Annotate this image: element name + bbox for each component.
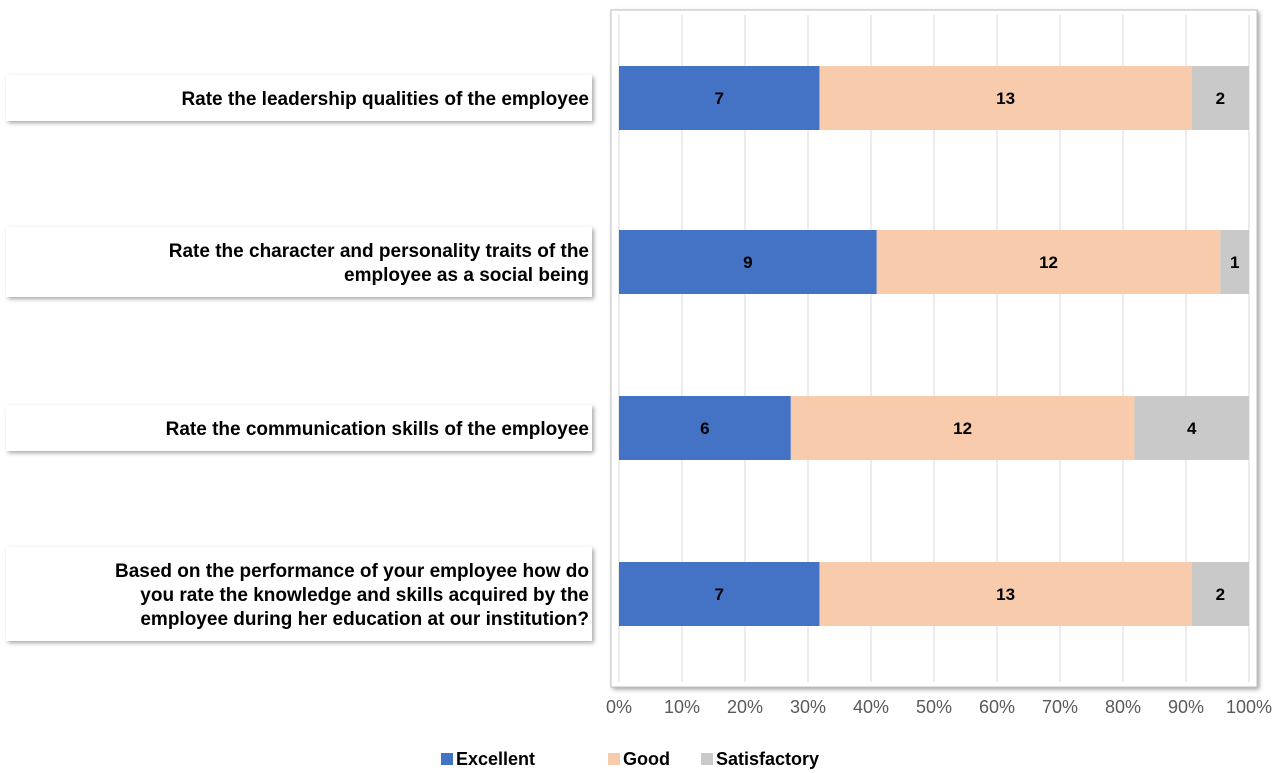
x-tick-label: 10% [664,697,700,717]
legend-swatch-satisfactory [701,753,713,765]
bar-good [819,66,1192,130]
bar-excellent [619,230,877,294]
legend-label-satisfactory: Satisfactory [716,749,819,769]
x-tick-label: 50% [916,697,952,717]
legend-label-excellent: Excellent [456,749,535,769]
category-label-box [6,227,592,297]
bars: 7 13 2 9 12 1 6 12 4 7 13 2 [619,66,1249,626]
x-tick-label: 60% [979,697,1015,717]
category-label: Based on the performance of your employe… [115,561,589,582]
legend: Excellent Good Satisfactory [441,749,819,769]
category-label-box [6,547,592,641]
bar-good [790,396,1135,460]
x-tick-label: 20% [727,697,763,717]
x-tick-label: 40% [853,697,889,717]
category-label: Rate the leadership qualities of the emp… [181,89,589,110]
bar-excellent [619,66,820,130]
bar-good [876,230,1221,294]
bar-excellent [619,396,791,460]
bar-satisfactory [1220,230,1249,294]
bar-excellent [619,562,820,626]
data-label-satisfactory: 1 [1230,253,1239,272]
category-label-box [6,75,592,121]
legend-label-good: Good [623,749,670,769]
bar-satisfactory [1191,562,1249,626]
data-label-excellent: 6 [700,419,709,438]
data-label-satisfactory: 2 [1216,89,1225,108]
data-label-excellent: 7 [714,89,723,108]
bar-satisfactory [1134,396,1249,460]
x-tick-label: 90% [1168,697,1204,717]
data-label-satisfactory: 2 [1216,585,1225,604]
data-label-good: 13 [996,585,1015,604]
x-tick-label: 0% [606,697,632,717]
category-label: employee as a social being [344,265,589,286]
data-label-good: 12 [1039,253,1058,272]
x-tick-label: 100% [1226,697,1272,717]
data-label-good: 13 [996,89,1015,108]
x-tick-label: 80% [1105,697,1141,717]
data-label-good: 12 [953,419,972,438]
category-label: Rate the character and personality trait… [169,241,589,262]
category-labels: Rate the leadership qualities of the emp… [115,89,589,630]
bar-good [819,562,1192,626]
legend-swatch-excellent [441,753,453,765]
category-label-box [6,405,592,451]
x-tick-label: 30% [790,697,826,717]
data-label-excellent: 9 [743,253,752,272]
x-axis-ticks: 0% 10% 20% 30% 40% 50% 60% 70% 80% 90% 100% [606,697,1272,717]
x-tick-label: 70% [1042,697,1078,717]
data-label-excellent: 7 [714,585,723,604]
category-label: you rate the knowledge and skills acquir… [140,585,589,606]
bar-satisfactory [1191,66,1249,130]
category-label-boxes [6,75,592,641]
legend-swatch-good [608,753,620,765]
data-label-satisfactory: 4 [1187,419,1197,438]
category-label: employee during her education at our ins… [140,609,589,630]
category-label: Rate the communication skills of the emp… [166,419,589,440]
